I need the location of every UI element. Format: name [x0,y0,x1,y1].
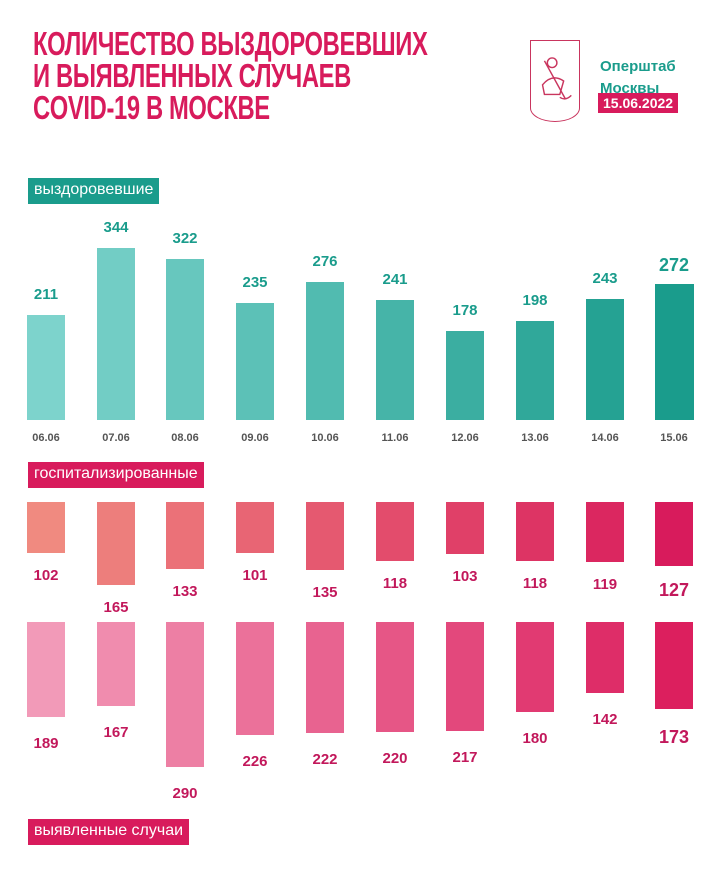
recovered-bar [236,302,274,420]
cases-bar [166,622,204,767]
hospitalized-value: 103 [452,567,478,585]
date-tick: 15.06 [660,432,688,444]
org-line: Москвы [600,80,660,97]
cases-bar [516,622,554,712]
recovered-value: 272 [658,255,690,275]
recovered-value: 241 [382,270,408,288]
recovered-value: 211 [33,285,59,303]
cases-value: 180 [522,730,548,747]
recovered-value: 198 [522,292,548,309]
date-tick: 07.06 [102,432,130,444]
recovered-bar [166,259,204,420]
recovered-value: 243 [592,269,618,287]
cases-value: 217 [452,748,478,766]
hospitalized-bar [446,502,484,554]
hospitalized-value: 133 [172,582,198,600]
hospitalized-value: 127 [658,579,690,600]
cases-bar [97,622,135,706]
cases-bar [586,622,624,693]
cases-bar [306,622,344,733]
recovered-value: 344 [103,219,129,236]
page-title: КОЛИЧЕСТВО ВЫЗДОРОВЕВШИХ И ВЫЯВЛЕННЫХ СЛ… [33,25,428,126]
hospitalized-bar [516,502,554,561]
hospitalized-bar [306,502,344,570]
hospitalized-value: 101 [242,566,268,584]
cases-bar [27,622,65,717]
recovered-label: выздоровевшие [28,178,160,204]
cases-value: 189 [33,734,59,752]
hospitalized-bar [27,502,65,553]
recovered-bar [516,321,554,420]
date-badge: 15.06.2022 [598,93,679,113]
hospitalized-value: 165 [103,598,129,616]
date-tick: 14.06 [591,432,619,444]
recovered-value: 322 [172,230,198,247]
hospitalized-label: госпитализированные [28,462,204,488]
title-line: КОЛИЧЕСТВО ВЫЗДОРОВЕВШИХ [33,25,428,62]
cases-value: 220 [382,750,408,767]
cases-label: выявленные случаи [28,819,190,845]
hospitalized-value: 118 [382,575,408,592]
recovered-bar [306,282,344,420]
date-tick: 08.06 [171,432,199,444]
hospitalized-value: 102 [33,567,59,584]
cases-value: 290 [172,785,198,802]
hospitalized-value: 118 [522,575,548,592]
recovered-bar [27,314,65,420]
date-tick: 13.06 [521,432,549,444]
hospitalized-value: 135 [312,583,338,601]
date-tick: 10.06 [311,432,339,444]
date-tick: 11.06 [381,432,409,444]
org-line: Оперштаб [600,58,676,75]
hospitalized-value: 119 [592,575,618,593]
cases-value: 222 [312,751,338,768]
recovered-bar [655,284,694,420]
date-tick: 09.06 [241,432,269,444]
hospitalized-bar [376,502,414,561]
title-line: И ВЫЯВЛЕННЫХ СЛУЧАЕВ [33,57,351,94]
title-line: COVID-19 В МОСКВЕ [33,89,270,126]
hospitalized-bar [586,502,624,562]
cases-bar [236,622,274,735]
cases-bar [446,622,484,731]
recovered-value: 178 [452,302,478,319]
recovered-bar [446,331,484,420]
hospitalized-bar [97,502,135,585]
recovered-value: 235 [242,273,268,291]
recovered-value: 276 [312,253,338,270]
date-tick: 06.06 [32,432,60,444]
date-tick: 12.06 [451,432,479,444]
cases-bar [376,622,414,732]
moscow-coat-of-arms-icon [530,40,580,122]
cases-value: 173 [658,726,690,747]
cases-value: 167 [103,723,129,741]
cases-value: 226 [242,753,268,770]
cases-bar [655,622,693,709]
org-name: Оперштаб Москвы [600,56,676,100]
recovered-bar [586,298,624,420]
cases-value: 142 [592,711,618,728]
recovered-bar [376,299,414,420]
hospitalized-bar [166,502,204,569]
hospitalized-bar [236,502,274,553]
hospitalized-bar [655,502,693,566]
recovered-bar [97,248,135,420]
